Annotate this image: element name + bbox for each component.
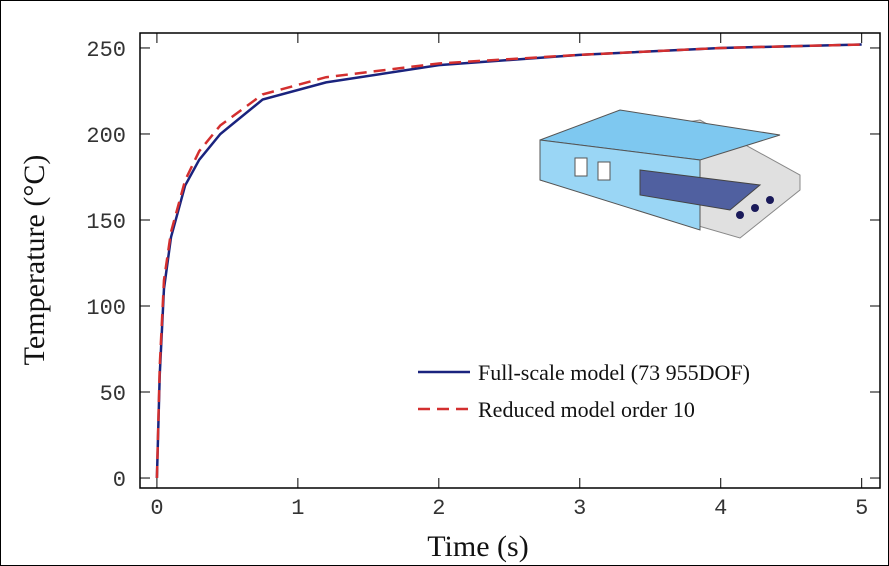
chart: Time (s) Temperature (°C) 01234505010015… <box>0 0 889 566</box>
y-tick-label: 0 <box>113 468 126 493</box>
x-axis-label: Time (s) <box>427 530 528 563</box>
x-tick-label: 0 <box>150 496 163 521</box>
x-tick-label: 1 <box>291 496 304 521</box>
frame <box>1 1 889 566</box>
x-tick-label: 2 <box>432 496 445 521</box>
legend-label: Full-scale model (73 955DOF) <box>478 360 750 385</box>
y-tick-label: 100 <box>86 296 126 321</box>
y-tick-label: 50 <box>100 382 126 407</box>
legend-label: Reduced model order 10 <box>478 397 695 422</box>
x-tick-label: 5 <box>855 496 868 521</box>
x-tick-label: 3 <box>573 496 586 521</box>
y-tick-label: 150 <box>86 210 126 235</box>
y-tick-label: 200 <box>86 124 126 149</box>
y-axis-label: Temperature (°C) <box>18 155 51 366</box>
x-tick-label: 4 <box>714 496 727 521</box>
y-tick-label: 250 <box>86 38 126 63</box>
